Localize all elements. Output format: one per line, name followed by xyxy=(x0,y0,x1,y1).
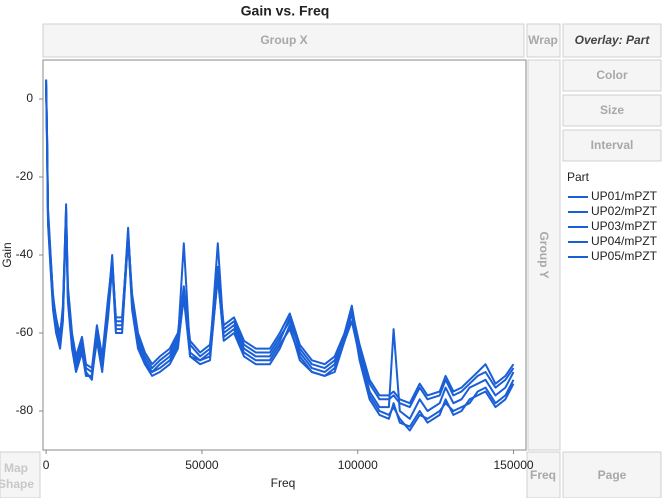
x-tick-label: 0 xyxy=(43,458,50,472)
legend-label: UP05/mPZT xyxy=(591,249,658,263)
legend-label: UP04/mPZT xyxy=(591,234,658,248)
color-label: Color xyxy=(596,68,628,82)
legend-label: UP02/mPZT xyxy=(591,204,658,218)
series-line xyxy=(45,83,515,405)
overlay-label: Overlay: Part xyxy=(575,33,651,47)
group-x-label: Group X xyxy=(260,33,307,47)
size-zone[interactable] xyxy=(562,94,662,127)
size-label: Size xyxy=(600,103,624,117)
color-zone[interactable] xyxy=(562,59,662,92)
y-tick-label: -20 xyxy=(16,169,34,183)
wrap-zone[interactable] xyxy=(526,23,561,58)
map-shape-zone[interactable] xyxy=(0,451,41,498)
group-x-zone[interactable] xyxy=(42,23,525,58)
group-y-label: Group Y xyxy=(537,231,551,278)
legend-title: Part xyxy=(567,170,590,184)
legend-label: UP01/mPZT xyxy=(591,189,658,203)
y-tick-label: -60 xyxy=(16,325,34,339)
page-label: Page xyxy=(598,468,627,482)
legend-label: UP03/mPZT xyxy=(591,219,658,233)
x-tick-label: 50000 xyxy=(185,458,219,472)
y-axis-label: Gain xyxy=(0,242,14,267)
map-shape-label: Map xyxy=(4,461,28,475)
interval-label: Interval xyxy=(591,138,634,152)
y-tick-label: -40 xyxy=(16,247,34,261)
chart-title: Gain vs. Freq xyxy=(241,3,330,19)
wrap-label: Wrap xyxy=(528,33,558,47)
plot-frame xyxy=(42,59,527,451)
interval-zone[interactable] xyxy=(562,129,662,162)
x-tick-label: 150000 xyxy=(494,458,534,472)
freq-zone[interactable] xyxy=(526,451,561,498)
x-tick-label: 100000 xyxy=(338,458,378,472)
y-tick-label: 0 xyxy=(26,91,33,105)
group-y-zone[interactable] xyxy=(527,59,561,451)
y-tick-label: -80 xyxy=(16,403,34,417)
map-shape-label: Shape xyxy=(0,477,34,491)
freq-zone-label: Freq xyxy=(530,468,556,482)
page-zone[interactable] xyxy=(562,451,662,498)
overlay-zone[interactable] xyxy=(562,23,662,58)
series-line xyxy=(45,79,515,432)
x-axis-label: Freq xyxy=(271,476,296,490)
